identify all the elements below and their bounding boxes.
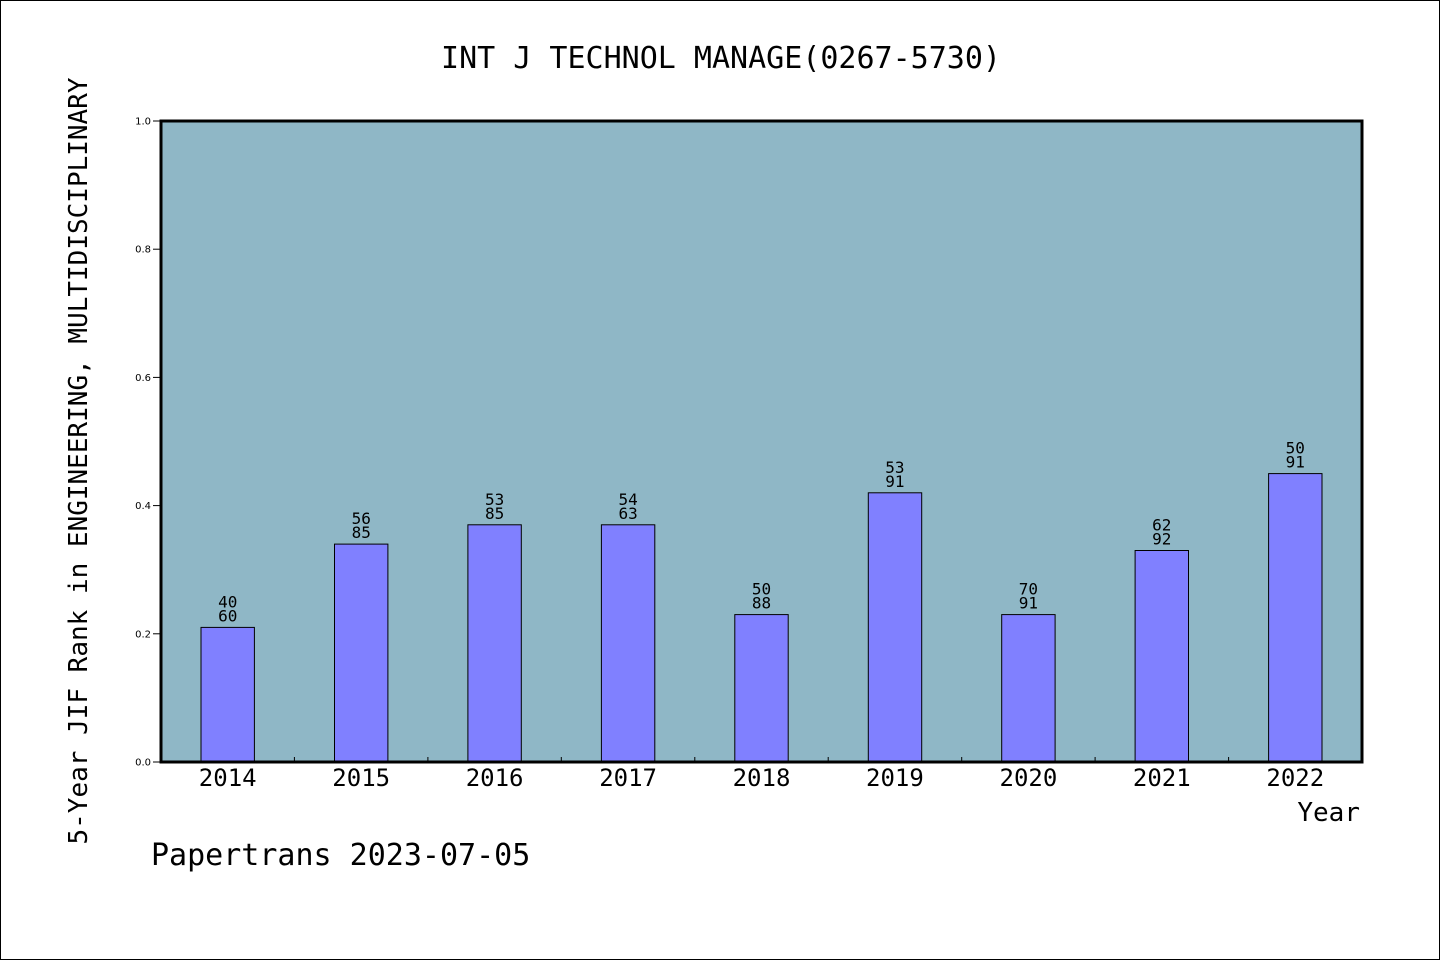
bars-group <box>200 473 1323 763</box>
bar-label-total-2015: 85 <box>352 523 371 542</box>
x-tick-label-2019: 2019 <box>866 764 924 792</box>
bar-label-rank-2014: 40 <box>218 592 237 611</box>
chart-title: INT J TECHNOL MANAGE(0267-5730) <box>441 41 1001 76</box>
bar-label-total-2014: 60 <box>218 606 237 625</box>
y-tick-label-0.2: 0.2 <box>135 629 151 640</box>
bar-label-total-2019: 91 <box>885 472 904 491</box>
bar-label-total-2020: 91 <box>1019 594 1038 613</box>
bar-label-total-2018: 88 <box>752 594 771 613</box>
bar-label-total-2016: 85 <box>485 504 504 523</box>
bar-label-rank-2017: 54 <box>618 490 637 509</box>
bar-label-rank-2018: 50 <box>752 580 771 599</box>
x-tick-label-2016: 2016 <box>466 764 524 792</box>
y-tick-label-0.4: 0.4 <box>135 501 151 512</box>
bar-2020 <box>1001 614 1056 763</box>
bar-label-rank-2022: 50 <box>1286 439 1305 458</box>
bar-2019 <box>867 492 923 763</box>
x-tick-label-2022: 2022 <box>1266 764 1324 792</box>
bar-label-rank-2021: 62 <box>1152 516 1171 535</box>
x-tick-label-2015: 2015 <box>332 764 390 792</box>
x-tick-label-2021: 2021 <box>1133 764 1191 792</box>
y-axis-ticks: 0.0 0.2 0.4 0.6 0.8 1.0 <box>135 117 161 769</box>
bar-label-total-2022: 91 <box>1286 453 1305 472</box>
y-tick-label-0.8: 0.8 <box>135 245 151 256</box>
x-tick-label-2018: 2018 <box>733 764 791 792</box>
x-axis-ticks: 2014 2015 2016 2017 2018 2019 2020 2021 2022 <box>199 757 1324 792</box>
bar-2018 <box>734 614 789 763</box>
x-tick-label-2014: 2014 <box>199 764 257 792</box>
bar-label-rank-2016: 53 <box>485 490 504 509</box>
bar-2021 <box>1134 550 1189 763</box>
y-tick-label-1.0: 1.0 <box>135 117 151 128</box>
bar-2014 <box>200 626 255 763</box>
footer-credit: Papertrans 2023-07-05 <box>151 838 530 873</box>
bar-label-total-2017: 63 <box>618 504 637 523</box>
bar-label-rank-2019: 53 <box>885 458 904 477</box>
y-tick-label-0.6: 0.6 <box>135 373 151 384</box>
bar-2015 <box>334 543 389 763</box>
y-axis-label: 5-Year JIF Rank in ENGINEERING, MULTIDIS… <box>64 77 94 844</box>
bar-2016 <box>467 524 522 763</box>
bar-label-rank-2020: 70 <box>1019 580 1038 599</box>
bar-2022 <box>1268 473 1323 763</box>
bar-label-total-2021: 92 <box>1152 530 1171 549</box>
x-tick-label-2020: 2020 <box>1000 764 1058 792</box>
x-axis-label: Year <box>1297 798 1360 828</box>
plot-border <box>159 119 1364 764</box>
bar-label-rank-2015: 56 <box>352 509 371 528</box>
y-tick-label-0.0: 0.0 <box>135 758 151 769</box>
bar-2017 <box>600 524 656 763</box>
x-tick-label-2017: 2017 <box>599 764 657 792</box>
